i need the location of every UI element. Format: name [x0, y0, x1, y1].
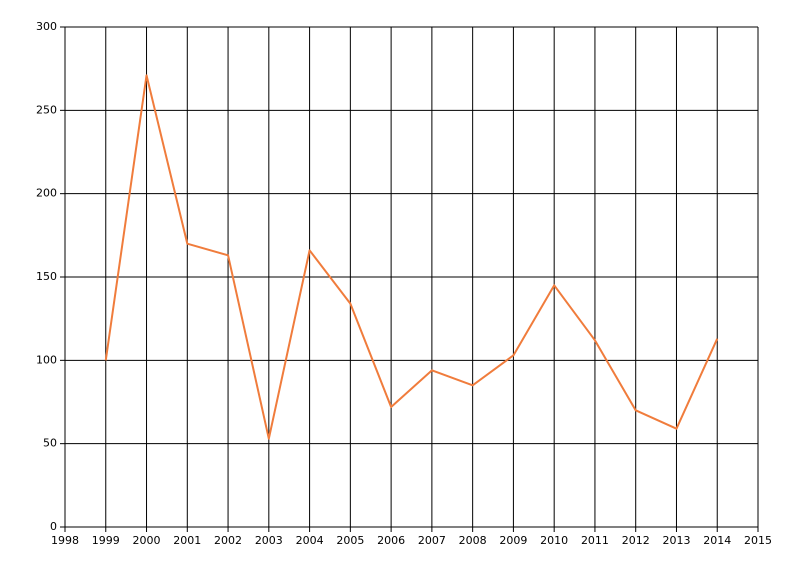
x-tick-label: 2015 — [744, 534, 772, 547]
x-tick-label: 1999 — [92, 534, 120, 547]
x-tick-label: 2013 — [662, 534, 690, 547]
x-tick-label: 2011 — [581, 534, 609, 547]
x-tick-label: 2002 — [214, 534, 242, 547]
y-tick-label: 150 — [36, 270, 57, 283]
x-tick-label: 2006 — [377, 534, 405, 547]
y-tick-label: 300 — [36, 20, 57, 33]
x-tick-label: 2004 — [296, 534, 324, 547]
x-tick-label: 2010 — [540, 534, 568, 547]
y-tick-label: 200 — [36, 187, 57, 200]
y-tick-label: 0 — [50, 520, 57, 533]
y-tick-label: 50 — [43, 437, 57, 450]
data-line — [104, 74, 719, 440]
x-tick-label: 2000 — [133, 534, 161, 547]
x-tick-label: 2009 — [499, 534, 527, 547]
y-tick-label: 100 — [36, 353, 57, 366]
x-tick-label: 2008 — [459, 534, 487, 547]
y-tick-label: 250 — [36, 103, 57, 116]
x-tick-label: 2007 — [418, 534, 446, 547]
x-tick-label: 2001 — [173, 534, 201, 547]
x-tick-label: 2014 — [703, 534, 731, 547]
x-tick-label: 2005 — [336, 534, 364, 547]
x-tick-label: 2012 — [622, 534, 650, 547]
x-tick-label: 1998 — [51, 534, 79, 547]
x-tick-label: 2003 — [255, 534, 283, 547]
